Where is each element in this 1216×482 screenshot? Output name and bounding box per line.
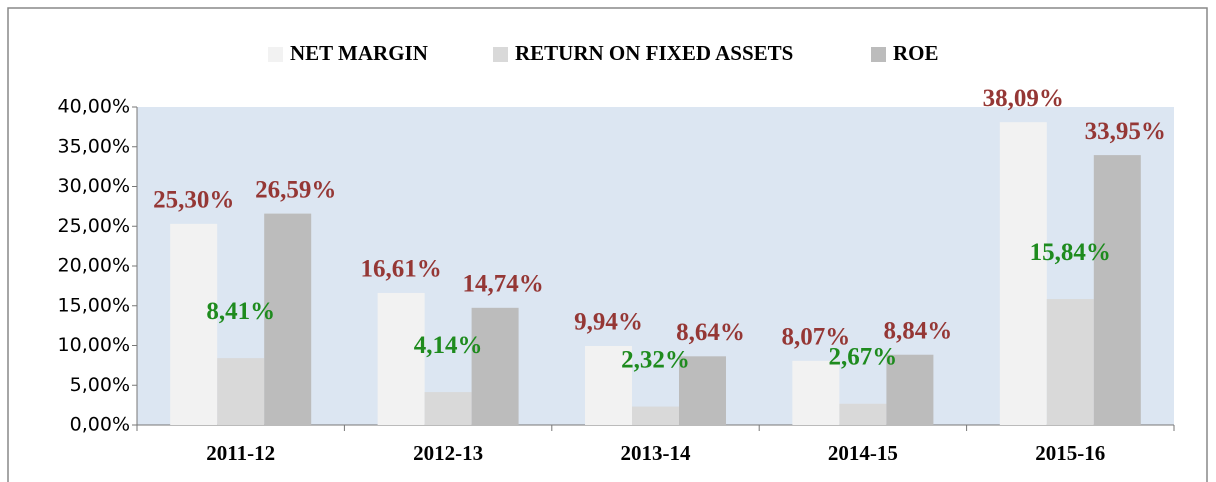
y-tick-label: 0,00%	[70, 414, 130, 436]
y-tick-label: 30,00%	[58, 175, 130, 197]
bar	[424, 392, 472, 425]
value-label: 38,09%	[983, 85, 1064, 112]
value-label: 2,32%	[621, 346, 690, 373]
y-tick-label: 5,00%	[70, 374, 130, 396]
bar	[377, 292, 425, 425]
x-tick-label: 2011-12	[206, 441, 275, 465]
value-label: 8,41%	[206, 298, 275, 325]
bar	[264, 213, 312, 425]
x-tick-label: 2012-13	[413, 441, 483, 465]
y-tick-label: 15,00%	[58, 294, 130, 316]
legend-swatch	[493, 47, 508, 62]
bar	[170, 223, 218, 425]
bar	[1046, 299, 1094, 425]
legend-label: ROE	[893, 41, 939, 65]
value-label: 33,95%	[1085, 118, 1166, 145]
bar	[471, 307, 519, 425]
y-tick-label: 25,00%	[58, 215, 130, 237]
value-label: 15,84%	[1030, 239, 1111, 266]
y-tick-label: 10,00%	[58, 334, 130, 356]
value-label: 2,67%	[829, 344, 898, 371]
bar	[217, 358, 265, 425]
y-tick-label: 20,00%	[58, 255, 130, 277]
value-label: 16,61%	[360, 256, 441, 283]
value-label: 9,94%	[574, 309, 643, 336]
bar	[585, 345, 632, 425]
value-label: 14,74%	[462, 271, 543, 298]
value-label: 8,07%	[782, 324, 851, 351]
x-tick-label: 2015-16	[1035, 441, 1105, 465]
value-label: 8,84%	[884, 317, 953, 344]
bar	[886, 354, 934, 425]
bar	[632, 406, 679, 425]
x-tick-label: 2013-14	[621, 441, 691, 465]
y-tick-label: 40,00%	[58, 96, 130, 118]
y-tick-label: 35,00%	[58, 135, 130, 157]
value-label: 25,30%	[153, 187, 234, 214]
bar	[679, 356, 726, 425]
legend-swatch	[871, 47, 886, 62]
value-label: 26,59%	[255, 176, 336, 203]
bar	[839, 403, 887, 425]
bar	[999, 122, 1047, 425]
value-label: 4,14%	[414, 332, 483, 359]
x-tick-label: 2014-15	[828, 441, 898, 465]
legend-label: RETURN ON FIXED ASSETS	[515, 41, 793, 65]
bar	[1093, 155, 1141, 425]
bar	[792, 360, 840, 425]
legend-swatch	[268, 47, 283, 62]
legend-label: NET MARGIN	[290, 41, 428, 65]
value-label: 8,64%	[676, 319, 745, 346]
